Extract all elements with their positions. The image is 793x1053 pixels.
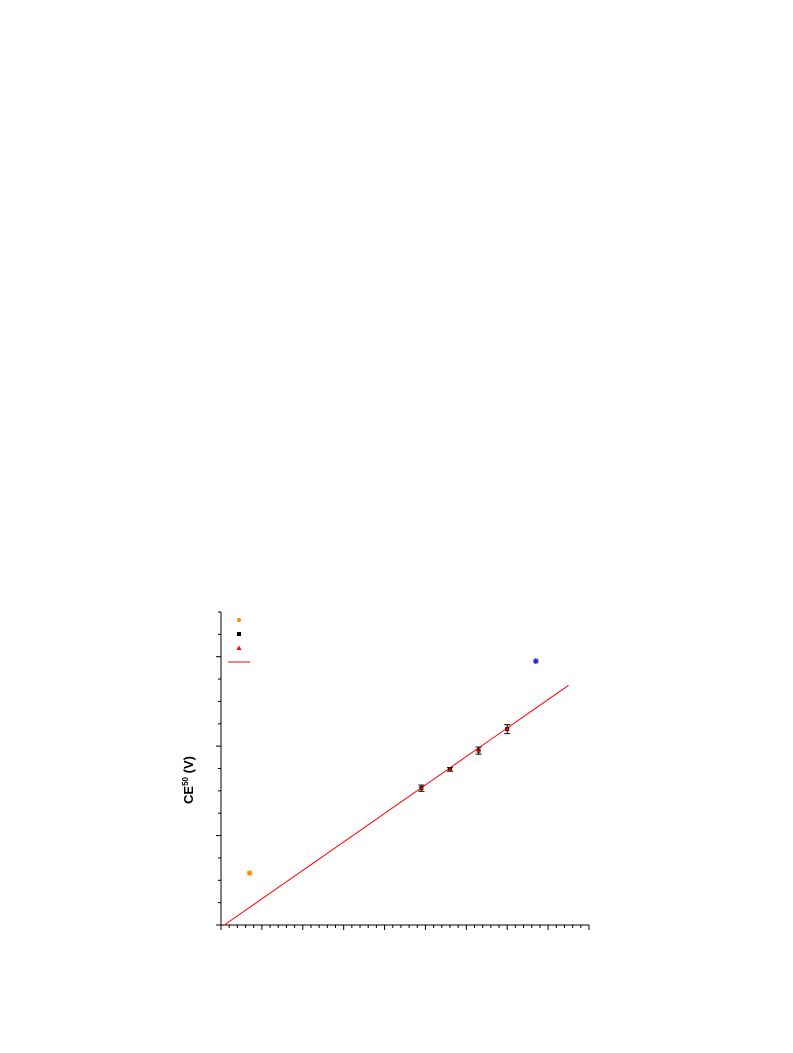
y-axis-label-superscript: 50 bbox=[181, 776, 190, 785]
fit-line-group bbox=[222, 684, 569, 927]
legend bbox=[228, 618, 250, 663]
y-axis-label-unit: (V) bbox=[181, 756, 196, 777]
fit-line bbox=[222, 684, 569, 927]
legend-marker-square bbox=[237, 632, 241, 636]
legend-marker-triangle bbox=[236, 645, 242, 650]
y-axis-label: CE50 (V) bbox=[181, 756, 196, 804]
data-point-triangle bbox=[476, 748, 481, 753]
y-axis-ticks bbox=[216, 611, 221, 926]
y-axis-label-main: CE bbox=[181, 786, 196, 804]
data-point-star bbox=[246, 870, 253, 877]
legend-marker-circle bbox=[237, 618, 241, 622]
data-point-star bbox=[532, 658, 539, 665]
data-point-triangle bbox=[447, 767, 452, 771]
data-points-group bbox=[246, 658, 539, 877]
data-point-triangle bbox=[505, 727, 510, 731]
x-axis-ticks bbox=[220, 925, 590, 930]
axes-group bbox=[216, 611, 590, 930]
data-point-triangle bbox=[419, 786, 424, 790]
